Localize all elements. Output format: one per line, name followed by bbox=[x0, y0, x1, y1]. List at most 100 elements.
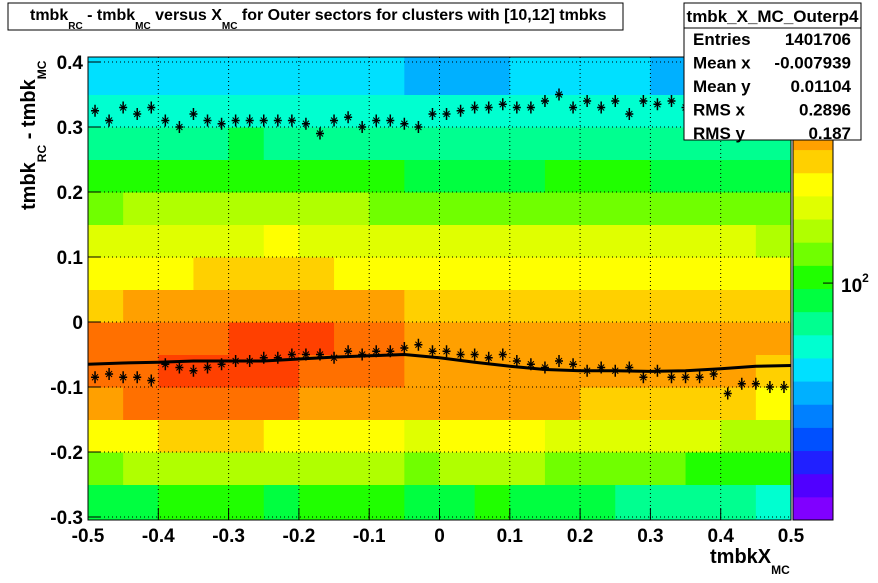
heatmap-cell bbox=[580, 322, 616, 355]
marker-part bbox=[316, 130, 324, 137]
heatmap-cell bbox=[193, 289, 230, 323]
heatmap-cell bbox=[369, 159, 405, 193]
heatmap-cell bbox=[439, 419, 476, 453]
heatmap-cell bbox=[404, 94, 440, 128]
marker-part bbox=[358, 123, 366, 131]
text-part: for Outer sectors for clusters with [10,… bbox=[237, 7, 606, 24]
heatmap-cell bbox=[334, 224, 370, 258]
heatmap-cell bbox=[193, 484, 230, 521]
heatmap-cell bbox=[158, 354, 194, 388]
heatmap-cell bbox=[650, 159, 687, 193]
x-tick-label: 0.3 bbox=[637, 526, 663, 547]
marker-part bbox=[485, 354, 493, 362]
heatmap-cell bbox=[298, 452, 335, 485]
heatmap-cell bbox=[263, 57, 300, 95]
heatmap-cell bbox=[509, 322, 546, 355]
marker-part bbox=[499, 351, 507, 358]
marker-part bbox=[555, 357, 563, 365]
heatmap-cell bbox=[439, 127, 476, 160]
marker-part bbox=[176, 364, 183, 371]
marker-part bbox=[555, 91, 563, 98]
heatmap-cell bbox=[88, 257, 124, 290]
marker-part bbox=[204, 117, 211, 124]
heatmap-cell bbox=[509, 192, 546, 225]
heatmap-cell bbox=[720, 322, 757, 355]
heatmap-cell bbox=[474, 419, 511, 453]
heatmap-cell bbox=[158, 419, 194, 453]
heatmap-cell bbox=[334, 484, 370, 521]
profile-point bbox=[569, 101, 578, 114]
heatmap-cell bbox=[509, 289, 546, 323]
heatmap-cell bbox=[580, 192, 616, 225]
heatmap-cell bbox=[544, 289, 581, 323]
marker-part bbox=[415, 123, 422, 131]
profile-point bbox=[217, 117, 226, 130]
profile-point bbox=[667, 371, 676, 384]
heatmap-cell bbox=[474, 354, 511, 388]
heatmap-cell bbox=[404, 452, 440, 485]
heatmap-cell bbox=[509, 419, 546, 453]
profile-point bbox=[105, 368, 114, 380]
heatmap-cell bbox=[88, 452, 124, 485]
heatmap-cell bbox=[474, 484, 511, 521]
heatmap-cell bbox=[158, 322, 194, 355]
heatmap-cell bbox=[509, 94, 546, 128]
heatmap-cell bbox=[369, 127, 405, 160]
heatmap-cell bbox=[685, 322, 722, 355]
marker-part bbox=[696, 373, 703, 381]
profile-point bbox=[540, 95, 549, 107]
profile-point bbox=[484, 351, 493, 364]
y-tick-label: 0.2 bbox=[57, 183, 83, 204]
heatmap-cell bbox=[685, 257, 722, 290]
profile-point bbox=[414, 121, 423, 133]
heatmap-cell bbox=[580, 224, 616, 258]
heatmap-cell bbox=[123, 127, 159, 160]
profile-point bbox=[330, 114, 339, 127]
heatmap-cell bbox=[615, 322, 651, 355]
marker-part bbox=[105, 117, 113, 124]
marker-part bbox=[443, 110, 450, 118]
marker-part bbox=[119, 373, 127, 381]
profile-point bbox=[175, 361, 184, 374]
marker-part bbox=[176, 123, 183, 131]
profile-point bbox=[119, 101, 128, 114]
colorbar-band bbox=[793, 242, 833, 266]
marker-part bbox=[597, 104, 605, 111]
profile-point bbox=[245, 114, 254, 127]
profile-point bbox=[203, 114, 212, 127]
colorbar-band bbox=[793, 265, 833, 289]
text-part: - tmbk bbox=[18, 78, 40, 144]
profile-point bbox=[456, 348, 465, 361]
profile-point bbox=[498, 348, 507, 361]
marker-part bbox=[499, 100, 507, 108]
heatmap-cell bbox=[193, 159, 230, 193]
heatmap-cell bbox=[88, 224, 124, 258]
profile-point bbox=[442, 108, 451, 120]
heatmap-cell bbox=[404, 224, 440, 258]
profile-point bbox=[400, 342, 409, 354]
heatmap-cell bbox=[544, 159, 581, 193]
heatmap-cell bbox=[193, 452, 230, 485]
heatmap-cell bbox=[474, 322, 511, 355]
profile-point bbox=[597, 101, 606, 114]
marker-part bbox=[372, 347, 380, 355]
heatmap-cell bbox=[228, 484, 265, 521]
profile-point bbox=[386, 114, 395, 127]
colorbar-band bbox=[793, 427, 833, 452]
heatmap-cell bbox=[369, 387, 405, 420]
heatmap-cell bbox=[158, 257, 194, 290]
heatmap-cell bbox=[615, 159, 651, 193]
profile-point bbox=[428, 108, 437, 120]
profile-point bbox=[779, 381, 788, 393]
heatmap-cell bbox=[650, 387, 687, 420]
heatmap-cell bbox=[228, 159, 265, 193]
heatmap-cell bbox=[298, 127, 335, 160]
marker-part bbox=[344, 113, 352, 121]
marker-part bbox=[625, 110, 633, 118]
heatmap-cell bbox=[228, 257, 265, 290]
heatmap-cell bbox=[123, 322, 159, 355]
heatmap-cell bbox=[615, 192, 651, 225]
heatmap-cell bbox=[123, 484, 159, 521]
marker-part bbox=[569, 360, 577, 368]
